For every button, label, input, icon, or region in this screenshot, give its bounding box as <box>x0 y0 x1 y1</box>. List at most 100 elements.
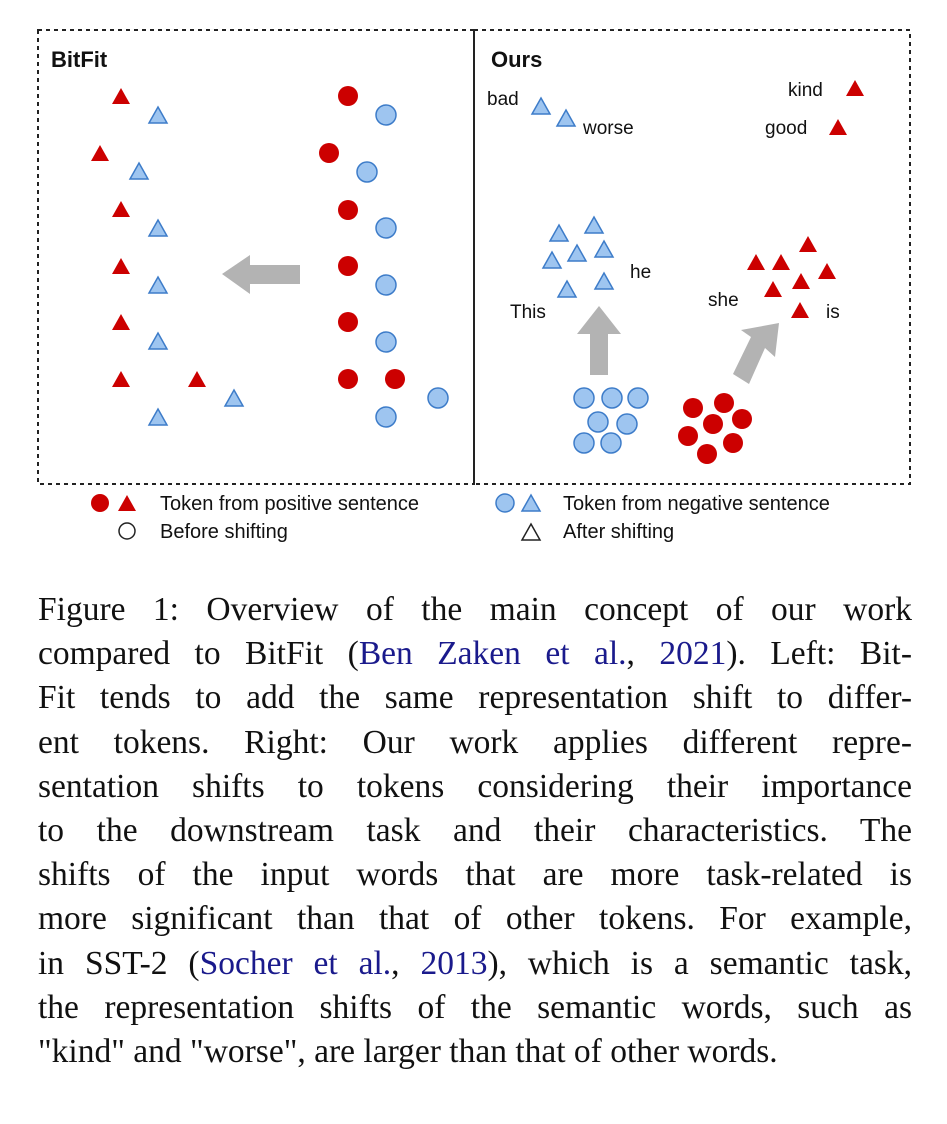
word-worse: worse <box>582 118 634 139</box>
positive-circle-icon <box>338 86 358 106</box>
positive-circle-icon <box>385 369 405 389</box>
negative-circle-icon <box>375 274 397 296</box>
ours-panel-border <box>473 29 911 485</box>
negative-circle-icon <box>427 387 449 409</box>
legend-negative-circle-icon <box>495 493 515 513</box>
negative-circle-icon <box>601 387 623 409</box>
ours-negative-original-cluster <box>573 387 649 454</box>
bitfit-negative-shifted-tokens <box>129 106 244 426</box>
bitfit-negative-original-tokens <box>356 104 449 428</box>
ours-negative-semantic-tokens <box>531 97 576 127</box>
negative-circle-icon <box>627 387 649 409</box>
negative-triangle-icon <box>542 251 562 269</box>
word-kind: kind <box>788 80 823 101</box>
negative-circle-icon <box>356 161 378 183</box>
caption-line: Fit tends to add the same representation… <box>38 679 912 717</box>
caption-line: the representation shifts of the semanti… <box>38 988 912 1026</box>
word-bad: bad <box>487 89 519 110</box>
positive-circle-icon <box>319 143 339 163</box>
caption-line: in SST-2 (Socher et al., 2013), which is… <box>38 944 912 982</box>
positive-circle-icon <box>338 369 358 389</box>
word-he: he <box>630 262 651 283</box>
bitfit-positive-shifted-tokens <box>91 88 206 387</box>
positive-circle-icon <box>338 256 358 276</box>
positive-circle-icon <box>723 433 743 453</box>
positive-circle-icon <box>703 414 723 434</box>
negative-triangle-icon <box>129 162 149 180</box>
negative-triangle-icon <box>584 216 604 234</box>
legend-negative-label: Token from negative sentence <box>563 493 830 515</box>
negative-triangle-icon <box>567 244 587 262</box>
legend-positive-triangle-icon <box>118 495 136 511</box>
bitfit-panel-border <box>37 29 475 485</box>
caption-line: shifts of the input words that are more … <box>38 856 912 894</box>
positive-triangle-icon <box>799 236 817 252</box>
positive-triangle-icon <box>792 273 810 289</box>
citation-link[interactable]: 2013 <box>420 944 488 982</box>
legend-after-triangle-icon <box>521 523 541 541</box>
negative-triangle-icon <box>594 240 614 258</box>
legend-positive-label: Token from positive sentence <box>160 493 419 515</box>
negative-triangle-icon <box>594 272 614 290</box>
negative-triangle-icon <box>148 408 168 426</box>
ours-positive-shifted-cluster <box>747 236 836 318</box>
legend-before-label: Before shifting <box>160 521 288 543</box>
positive-triangle-icon <box>818 263 836 279</box>
negative-circle-icon <box>616 413 638 435</box>
caption-line: compared to BitFit (Ben Zaken et al., 20… <box>38 635 912 673</box>
figure-1-diagram: BitFit Ours <box>37 29 911 543</box>
bitfit-shift-arrow-icon <box>222 255 300 294</box>
negative-triangle-icon <box>557 280 577 298</box>
ours-positive-original-cluster <box>678 393 752 464</box>
negative-circle-icon <box>375 104 397 126</box>
negative-triangle-icon <box>224 389 244 407</box>
positive-triangle-icon <box>791 302 809 318</box>
positive-triangle-icon <box>112 258 130 274</box>
negative-triangle-icon <box>148 276 168 294</box>
legend: Token from positive sentence Token from … <box>91 493 830 543</box>
ours-negative-shift-arrow-icon <box>577 306 621 375</box>
caption-line: "kind" and "worse", are larger than that… <box>38 1033 778 1071</box>
positive-triangle-icon <box>112 201 130 217</box>
positive-circle-icon <box>338 312 358 332</box>
positive-circle-icon <box>714 393 734 413</box>
legend-after-label: After shifting <box>563 521 674 543</box>
caption-line: ent tokens. Right: Our work applies diff… <box>38 723 912 761</box>
word-this: This <box>510 302 546 323</box>
negative-triangle-icon <box>549 224 569 242</box>
bitfit-panel-title: BitFit <box>51 47 108 72</box>
negative-circle-icon <box>375 331 397 353</box>
figure-caption: Figure 1: Overview of the main concept o… <box>38 588 912 1074</box>
positive-triangle-icon <box>764 281 782 297</box>
negative-triangle-icon <box>148 332 168 350</box>
negative-circle-icon <box>587 411 609 433</box>
word-good: good <box>765 118 807 139</box>
negative-triangle-icon <box>556 109 576 127</box>
negative-circle-icon <box>375 406 397 428</box>
negative-triangle-icon <box>148 219 168 237</box>
legend-negative-triangle-icon <box>521 494 541 512</box>
positive-triangle-icon <box>91 145 109 161</box>
citation-link[interactable]: Ben Zaken et al. <box>358 635 627 673</box>
ours-positive-shift-arrow-icon <box>733 323 779 384</box>
citation-link[interactable]: 2021 <box>659 635 727 673</box>
legend-before-circle-icon <box>118 522 136 540</box>
positive-circle-icon <box>338 200 358 220</box>
citation-link[interactable]: Socher et al. <box>199 944 392 982</box>
positive-circle-icon <box>697 444 717 464</box>
caption-line: to the downstream task and their charact… <box>38 812 912 850</box>
positive-triangle-icon <box>188 371 206 387</box>
caption-line: more significant than that of other toke… <box>38 900 912 938</box>
negative-triangle-icon <box>148 106 168 124</box>
positive-circle-icon <box>732 409 752 429</box>
ours-negative-shifted-cluster <box>542 216 614 298</box>
negative-triangle-icon <box>531 97 551 115</box>
positive-triangle-icon <box>112 314 130 330</box>
word-she: she <box>708 290 739 311</box>
legend-positive-circle-icon <box>91 494 109 512</box>
positive-circle-icon <box>678 426 698 446</box>
caption-line: sentation shifts to tokens considering t… <box>38 767 912 805</box>
negative-circle-icon <box>573 387 595 409</box>
positive-triangle-icon <box>112 88 130 104</box>
positive-triangle-icon <box>846 80 864 96</box>
